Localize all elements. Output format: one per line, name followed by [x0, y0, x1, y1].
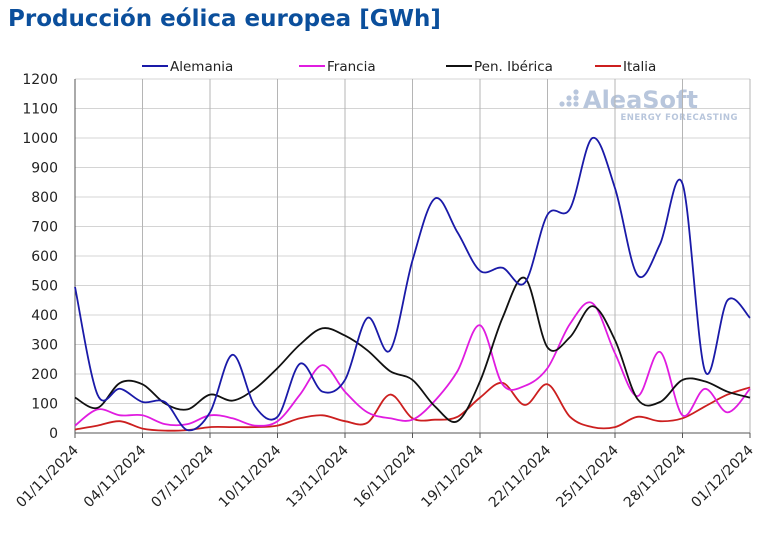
- chart-title: Producción eólica europea [GWh]: [8, 6, 441, 32]
- y-tick-label: 500: [31, 279, 58, 295]
- chart-grid: [74, 78, 751, 434]
- x-tick-label: 07/11/2024: [148, 442, 216, 510]
- chart-legend: Alemania Francia Pen. Ibérica Italia: [142, 59, 656, 75]
- watermark-subtitle: ENERGY FORECASTING: [620, 113, 738, 123]
- y-tick-label: 1100: [22, 102, 58, 118]
- y-tick-label: 400: [31, 308, 58, 324]
- chart-series: [74, 137, 751, 432]
- x-tick-label: 19/11/2024: [418, 442, 486, 510]
- x-tick-label: 01/11/2024: [13, 442, 81, 510]
- legend-label: Alemania: [170, 59, 233, 75]
- x-tick-label: 28/11/2024: [621, 442, 689, 510]
- aleasoft-watermark: AleaSoft ENERGY FORECASTING: [559, 86, 738, 123]
- y-tick-label: 100: [31, 397, 58, 413]
- x-tick-label: 16/11/2024: [351, 442, 419, 510]
- watermark-name: AleaSoft: [583, 86, 698, 114]
- legend-label: Francia: [327, 59, 376, 75]
- aleasoft-logo-icon: [559, 89, 579, 107]
- y-tick-label: 700: [31, 220, 58, 236]
- x-tick-label: 13/11/2024: [283, 442, 351, 510]
- x-tick-label: 25/11/2024: [553, 442, 621, 510]
- y-tick-label: 300: [31, 338, 58, 354]
- series-line-1: [74, 301, 751, 427]
- legend-label: Italia: [623, 59, 656, 75]
- y-tick-label: 200: [31, 367, 58, 383]
- series-line-0: [74, 137, 751, 432]
- y-tick-label: 0: [49, 426, 58, 442]
- x-tick-label: 04/11/2024: [81, 442, 149, 510]
- y-tick-label: 800: [31, 190, 58, 206]
- legend-label: Pen. Ibérica: [474, 59, 553, 75]
- y-tick-label: 1000: [22, 131, 58, 147]
- x-tick-label: 01/12/2024: [688, 442, 756, 510]
- x-tick-label: 22/11/2024: [486, 442, 554, 510]
- y-tick-label: 900: [31, 161, 58, 177]
- series-line-2: [74, 276, 751, 423]
- y-tick-label: 600: [31, 249, 58, 265]
- y-tick-label: 1200: [22, 72, 58, 88]
- x-tick-label: 10/11/2024: [216, 442, 284, 510]
